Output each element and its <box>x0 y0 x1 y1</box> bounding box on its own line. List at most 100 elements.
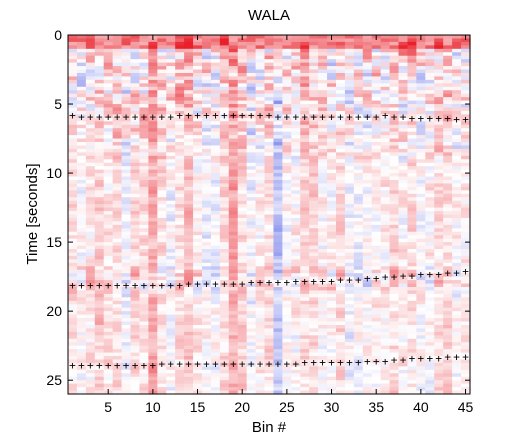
heatmap-cell <box>68 369 78 374</box>
heatmap-cell <box>157 131 167 136</box>
heatmap-cell <box>300 166 310 171</box>
heatmap-cell <box>85 224 96 229</box>
heatmap-cell <box>103 383 114 388</box>
heatmap-cell <box>148 176 158 181</box>
heatmap-cell <box>148 55 158 60</box>
pick-marker: + <box>203 358 210 371</box>
heatmap-cell <box>228 83 239 88</box>
heatmap-cell <box>246 321 257 326</box>
heatmap-cell <box>353 276 364 281</box>
heatmap-cell <box>291 142 301 147</box>
heatmap-cell <box>148 338 158 343</box>
heatmap-cell <box>219 52 230 57</box>
heatmap-cell <box>389 217 400 222</box>
heatmap-cell <box>461 311 471 316</box>
heatmap-cell <box>219 35 230 40</box>
heatmap-cell <box>362 286 373 292</box>
heatmap-cell <box>175 331 185 336</box>
heatmap-cell <box>318 169 328 174</box>
heatmap-cell <box>157 214 167 219</box>
heatmap-cell <box>309 159 319 164</box>
heatmap-cell <box>175 173 185 178</box>
heatmap-cell <box>461 107 471 112</box>
heatmap-cell <box>461 142 471 147</box>
heatmap-cell <box>148 362 158 367</box>
heatmap-cell <box>148 45 158 50</box>
heatmap-cell <box>175 35 185 40</box>
heatmap-cell <box>139 86 149 91</box>
heatmap-cell <box>336 197 346 202</box>
heatmap-cell <box>336 169 346 174</box>
heatmap-cell <box>327 252 337 257</box>
heatmap-cell <box>273 110 283 115</box>
heatmap-cell <box>193 331 203 336</box>
heatmap-cell <box>130 362 141 367</box>
heatmap-cell <box>273 359 283 364</box>
heatmap-cell <box>166 342 176 347</box>
heatmap-cell <box>389 114 400 119</box>
heatmap-cell <box>389 90 400 95</box>
heatmap-cell <box>380 217 391 222</box>
heatmap-cell <box>425 193 435 198</box>
heatmap-cell <box>112 155 123 160</box>
heatmap-cell <box>157 390 167 395</box>
heatmap-cell <box>139 383 149 388</box>
heatmap-cell <box>371 41 382 46</box>
heatmap-cell <box>425 86 435 91</box>
heatmap-cell <box>327 131 337 136</box>
heatmap-cell <box>237 269 248 274</box>
heatmap-cell <box>237 217 248 222</box>
heatmap-cell <box>130 235 141 240</box>
heatmap-cell <box>398 145 409 150</box>
heatmap-cell <box>157 35 167 40</box>
heatmap-cell <box>327 217 337 222</box>
heatmap-cell <box>452 128 462 133</box>
heatmap-cell <box>193 262 203 267</box>
heatmap-cell <box>282 93 292 98</box>
heatmap-cell <box>344 324 355 330</box>
heatmap-cell <box>193 366 203 371</box>
heatmap-cell <box>103 117 114 122</box>
heatmap-cell <box>353 117 364 122</box>
heatmap-cell <box>193 41 203 46</box>
pick-marker: + <box>337 356 344 369</box>
heatmap-cell <box>76 90 87 95</box>
heatmap-cell <box>398 162 409 167</box>
heatmap-cell <box>380 259 391 264</box>
pick-marker: + <box>239 109 246 122</box>
heatmap-cell <box>282 214 292 219</box>
heatmap-cell <box>246 211 257 216</box>
heatmap-cell <box>193 231 203 236</box>
heatmap-cell <box>130 183 141 188</box>
heatmap-cell <box>184 217 194 222</box>
pick-marker: + <box>185 109 192 122</box>
heatmap-cell <box>300 366 310 371</box>
heatmap-cell <box>130 221 141 226</box>
heatmap-cell <box>380 342 391 347</box>
heatmap-cell <box>407 356 417 361</box>
heatmap-cell <box>193 114 203 119</box>
heatmap-cell <box>193 338 203 343</box>
heatmap-cell <box>407 145 417 150</box>
heatmap-cell <box>112 290 123 295</box>
heatmap-cell <box>193 349 203 354</box>
heatmap-cell <box>425 224 435 229</box>
heatmap-cell <box>237 121 248 126</box>
heatmap-cell <box>318 373 328 378</box>
heatmap-cell <box>184 200 194 205</box>
heatmap-cell <box>434 286 444 292</box>
heatmap-cell <box>362 100 373 105</box>
pick-marker: + <box>194 278 201 291</box>
heatmap-cell <box>398 238 409 243</box>
heatmap-cell <box>148 321 158 326</box>
heatmap-cell <box>202 83 212 88</box>
heatmap-cell <box>210 197 221 202</box>
heatmap-cell <box>184 311 194 316</box>
heatmap-cell <box>336 290 346 295</box>
heatmap-cell <box>202 297 212 302</box>
heatmap-cell <box>184 104 194 109</box>
heatmap-cell <box>398 331 409 336</box>
heatmap-cell <box>443 252 453 257</box>
heatmap-cell <box>157 221 167 226</box>
heatmap-cell <box>443 152 453 157</box>
